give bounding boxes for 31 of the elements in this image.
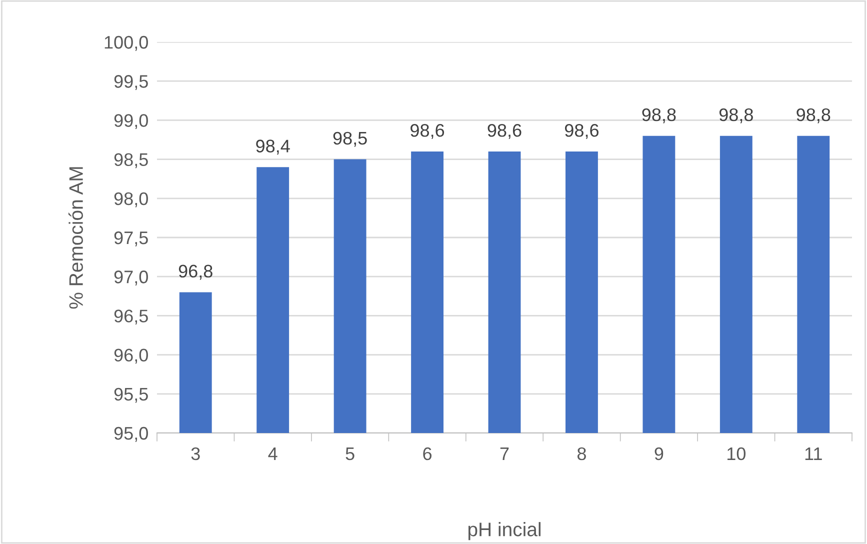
y-tick-label: 97,5 [114,231,148,246]
y-tick-label: 98,5 [114,153,148,168]
y-tick-label: 95,0 [114,426,148,442]
data-label: 98,8 [719,108,753,124]
y-tick-label: 99,0 [114,114,148,130]
x-tick-label: 5 [346,448,354,460]
y-tick-label: 95,5 [114,388,148,403]
x-tick-label: 11 [805,448,822,460]
y-tick-label: 99,5 [114,75,148,90]
data-label: 98,8 [796,108,830,124]
y-tick-label: 96,0 [114,348,148,364]
y-tick-label: 98,0 [114,192,148,208]
x-tick-label: 7 [500,448,509,460]
data-label: 96,8 [178,264,212,280]
data-label: 98,6 [410,124,444,139]
y-tick-label: 96,5 [114,310,148,325]
data-label: 98,6 [488,124,522,139]
data-label: 98,5 [333,132,367,147]
y-tick-label: 100,0 [104,36,148,51]
y-axis-title: % Remoción AM [68,167,83,309]
data-label: 98,8 [642,108,676,124]
x-tick-label: 3 [191,447,200,460]
x-tick-label: 9 [654,447,664,460]
x-tick-label: 10 [728,447,746,460]
x-axis-title: pH incial [468,522,540,540]
data-label: 98,4 [256,140,290,155]
x-tick-label: 8 [577,447,586,460]
x-tick-label: 6 [423,447,432,460]
data-label: 98,6 [565,124,598,139]
x-tick-label: 4 [268,448,278,460]
y-tick-label: 97,0 [114,270,148,286]
